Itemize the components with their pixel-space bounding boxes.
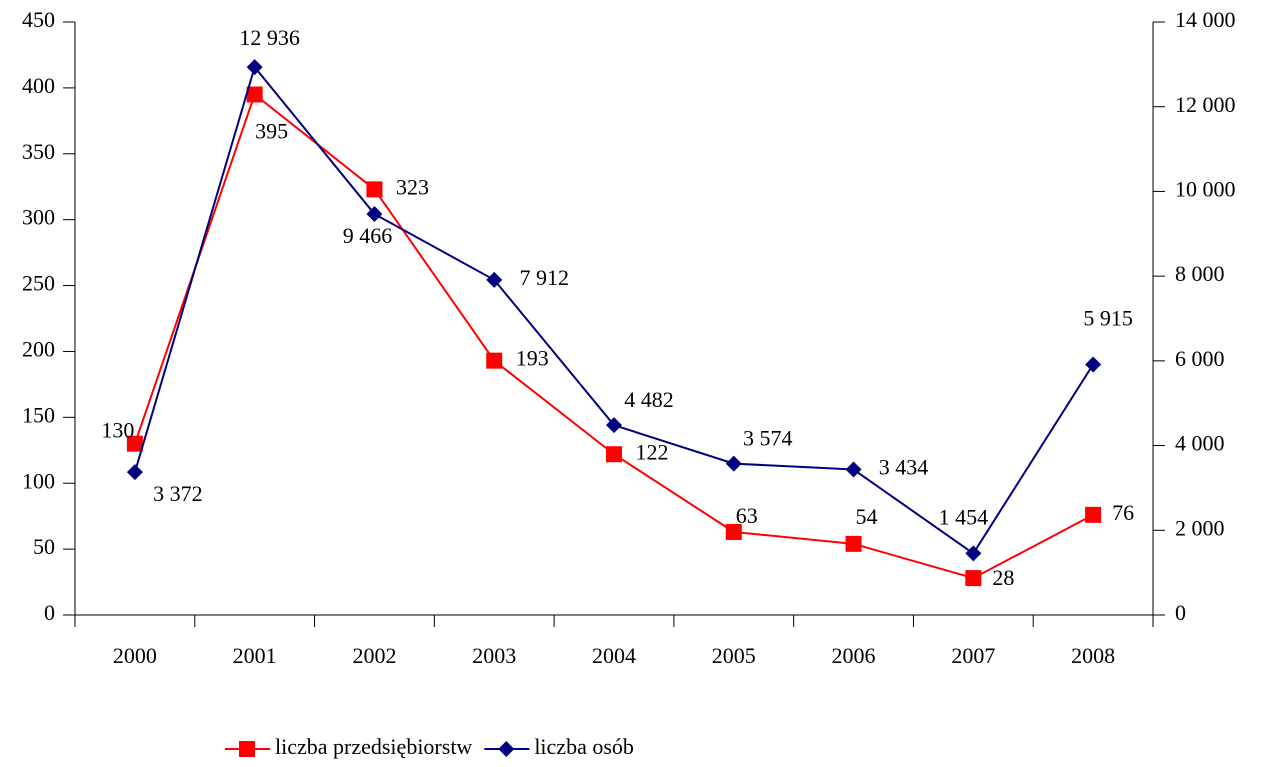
marker: [606, 446, 622, 463]
marker: [498, 741, 515, 757]
y2-tick-label: 14 000: [1175, 7, 1236, 32]
y2-tick-label: 10 000: [1175, 176, 1236, 201]
data-label: 130: [101, 418, 134, 443]
x-tick-label: 2007: [951, 643, 995, 668]
data-label: 54: [856, 504, 878, 529]
marker: [126, 464, 143, 481]
x-tick-label: 2000: [113, 643, 157, 668]
data-label: 3 574: [743, 426, 793, 451]
x-tick-label: 2003: [472, 643, 516, 668]
data-label: 12 936: [239, 25, 300, 50]
marker: [965, 545, 982, 562]
y-tick-label: 200: [22, 336, 55, 361]
y2-tick-label: 12 000: [1175, 92, 1236, 117]
y2-tick-label: 4 000: [1175, 431, 1225, 456]
data-label: 122: [636, 439, 669, 464]
data-label: 4 482: [624, 387, 674, 412]
x-tick-label: 2004: [592, 643, 636, 668]
marker: [246, 59, 263, 76]
y2-tick-label: 2 000: [1175, 515, 1225, 540]
marker: [845, 535, 862, 552]
marker: [845, 461, 862, 478]
data-label: 5 915: [1083, 306, 1133, 331]
y2-tick-label: 0: [1175, 600, 1186, 625]
y-tick-label: 0: [44, 600, 55, 625]
data-label: 9 466: [343, 223, 393, 248]
data-label: 76: [1112, 500, 1134, 525]
marker: [126, 435, 143, 452]
marker: [486, 352, 503, 369]
data-label: 3 372: [153, 481, 203, 506]
data-label: 7 912: [519, 265, 569, 290]
data-label: 28: [992, 565, 1014, 590]
marker: [1085, 356, 1102, 373]
marker: [239, 741, 255, 757]
marker: [246, 86, 263, 103]
x-tick-label: 2005: [712, 643, 756, 668]
legend-label: liczba przedsiębiorstw: [275, 734, 472, 759]
y-tick-label: 400: [22, 73, 55, 98]
x-tick-label: 2002: [352, 643, 396, 668]
marker: [725, 523, 742, 540]
x-tick-label: 2008: [1071, 643, 1115, 668]
y-tick-label: 300: [22, 205, 55, 230]
marker: [1085, 506, 1102, 523]
x-tick-label: 2006: [832, 643, 876, 668]
x-tick-label: 2001: [233, 643, 277, 668]
marker: [965, 570, 982, 587]
y-tick-label: 450: [22, 7, 55, 32]
data-label: 193: [516, 346, 549, 371]
y-tick-label: 50: [33, 534, 55, 559]
marker: [725, 455, 742, 472]
data-label: 1 454: [939, 504, 989, 529]
legend-label: liczba osób: [534, 734, 634, 759]
data-label: 395: [255, 119, 288, 144]
data-label: 3 434: [879, 455, 929, 480]
marker: [486, 271, 503, 288]
data-label: 323: [396, 174, 429, 199]
y-tick-label: 350: [22, 139, 55, 164]
y-tick-label: 100: [22, 468, 55, 493]
marker: [606, 417, 622, 434]
marker: [366, 181, 383, 198]
y2-tick-label: 6 000: [1175, 346, 1225, 371]
y2-tick-label: 8 000: [1175, 261, 1225, 286]
y-tick-label: 150: [22, 402, 55, 427]
data-label: 63: [736, 503, 758, 528]
y-tick-label: 250: [22, 271, 55, 296]
marker: [366, 206, 383, 223]
